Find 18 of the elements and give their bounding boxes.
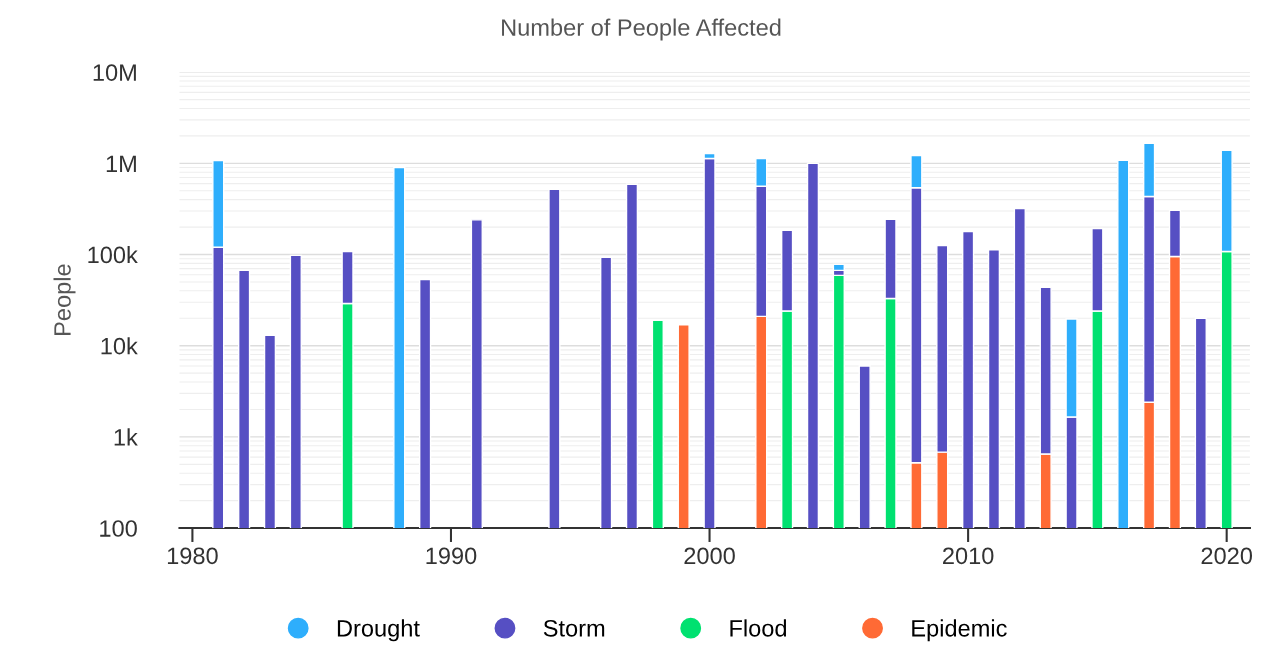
chart-title: Number of People Affected <box>502 18 781 41</box>
y-tick-label: 10M <box>93 64 136 81</box>
x-tick-label: 2000 <box>684 547 735 565</box>
x-tick-label: 1980 <box>167 547 218 565</box>
legend-label: Flood <box>730 619 787 637</box>
y-tick-label: 10k <box>101 337 138 355</box>
y-tick-label: 100 <box>100 520 137 537</box>
y-axis-title: People <box>53 264 76 335</box>
legend-label: Epidemic <box>912 619 1007 642</box>
x-tick-label: 1990 <box>426 547 477 565</box>
legend-label: Drought <box>337 619 420 642</box>
x-tick-label: 2020 <box>1201 547 1253 565</box>
legend-label: Storm <box>543 619 605 637</box>
bar <box>832 263 845 272</box>
y-tick-label: 100k <box>88 245 138 264</box>
y-tick-label: 1M <box>106 155 136 172</box>
y-tick-label: 1k <box>114 428 138 446</box>
x-tick-label: 2010 <box>943 547 994 565</box>
